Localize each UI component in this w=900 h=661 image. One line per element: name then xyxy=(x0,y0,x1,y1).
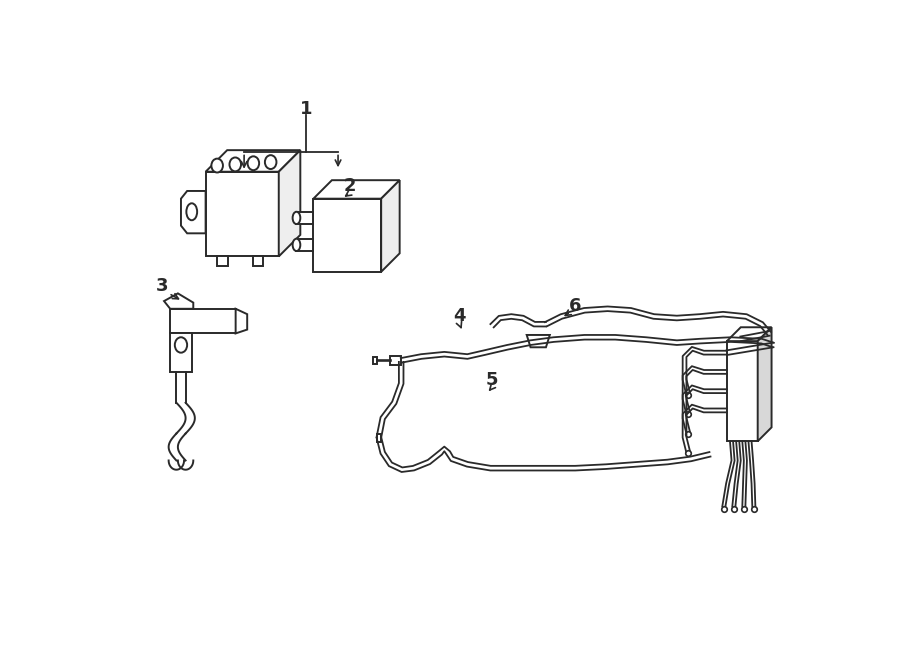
Polygon shape xyxy=(279,150,301,256)
Text: 4: 4 xyxy=(454,307,466,325)
Polygon shape xyxy=(727,341,758,442)
Text: 3: 3 xyxy=(157,277,168,295)
Polygon shape xyxy=(727,327,771,341)
Polygon shape xyxy=(253,256,264,266)
Ellipse shape xyxy=(292,212,301,224)
Text: 6: 6 xyxy=(569,297,581,315)
Polygon shape xyxy=(236,309,248,333)
Polygon shape xyxy=(164,293,194,309)
Text: 5: 5 xyxy=(486,371,499,389)
Ellipse shape xyxy=(230,157,241,171)
Polygon shape xyxy=(205,172,279,256)
Polygon shape xyxy=(181,191,205,233)
Ellipse shape xyxy=(248,156,259,170)
Polygon shape xyxy=(382,180,400,272)
Ellipse shape xyxy=(212,159,223,173)
Polygon shape xyxy=(526,335,550,347)
Polygon shape xyxy=(391,356,401,365)
Text: 1: 1 xyxy=(300,100,312,118)
Polygon shape xyxy=(205,150,301,172)
Polygon shape xyxy=(296,212,313,224)
Text: 2: 2 xyxy=(344,176,356,194)
Polygon shape xyxy=(374,356,376,364)
Ellipse shape xyxy=(186,204,197,220)
Polygon shape xyxy=(170,309,236,333)
Ellipse shape xyxy=(175,337,187,353)
Polygon shape xyxy=(758,327,771,442)
Polygon shape xyxy=(313,180,400,199)
Polygon shape xyxy=(296,239,313,251)
Polygon shape xyxy=(170,333,192,372)
Polygon shape xyxy=(313,199,382,272)
Polygon shape xyxy=(217,256,228,266)
Ellipse shape xyxy=(292,239,301,251)
Polygon shape xyxy=(376,434,382,442)
Ellipse shape xyxy=(265,155,276,169)
